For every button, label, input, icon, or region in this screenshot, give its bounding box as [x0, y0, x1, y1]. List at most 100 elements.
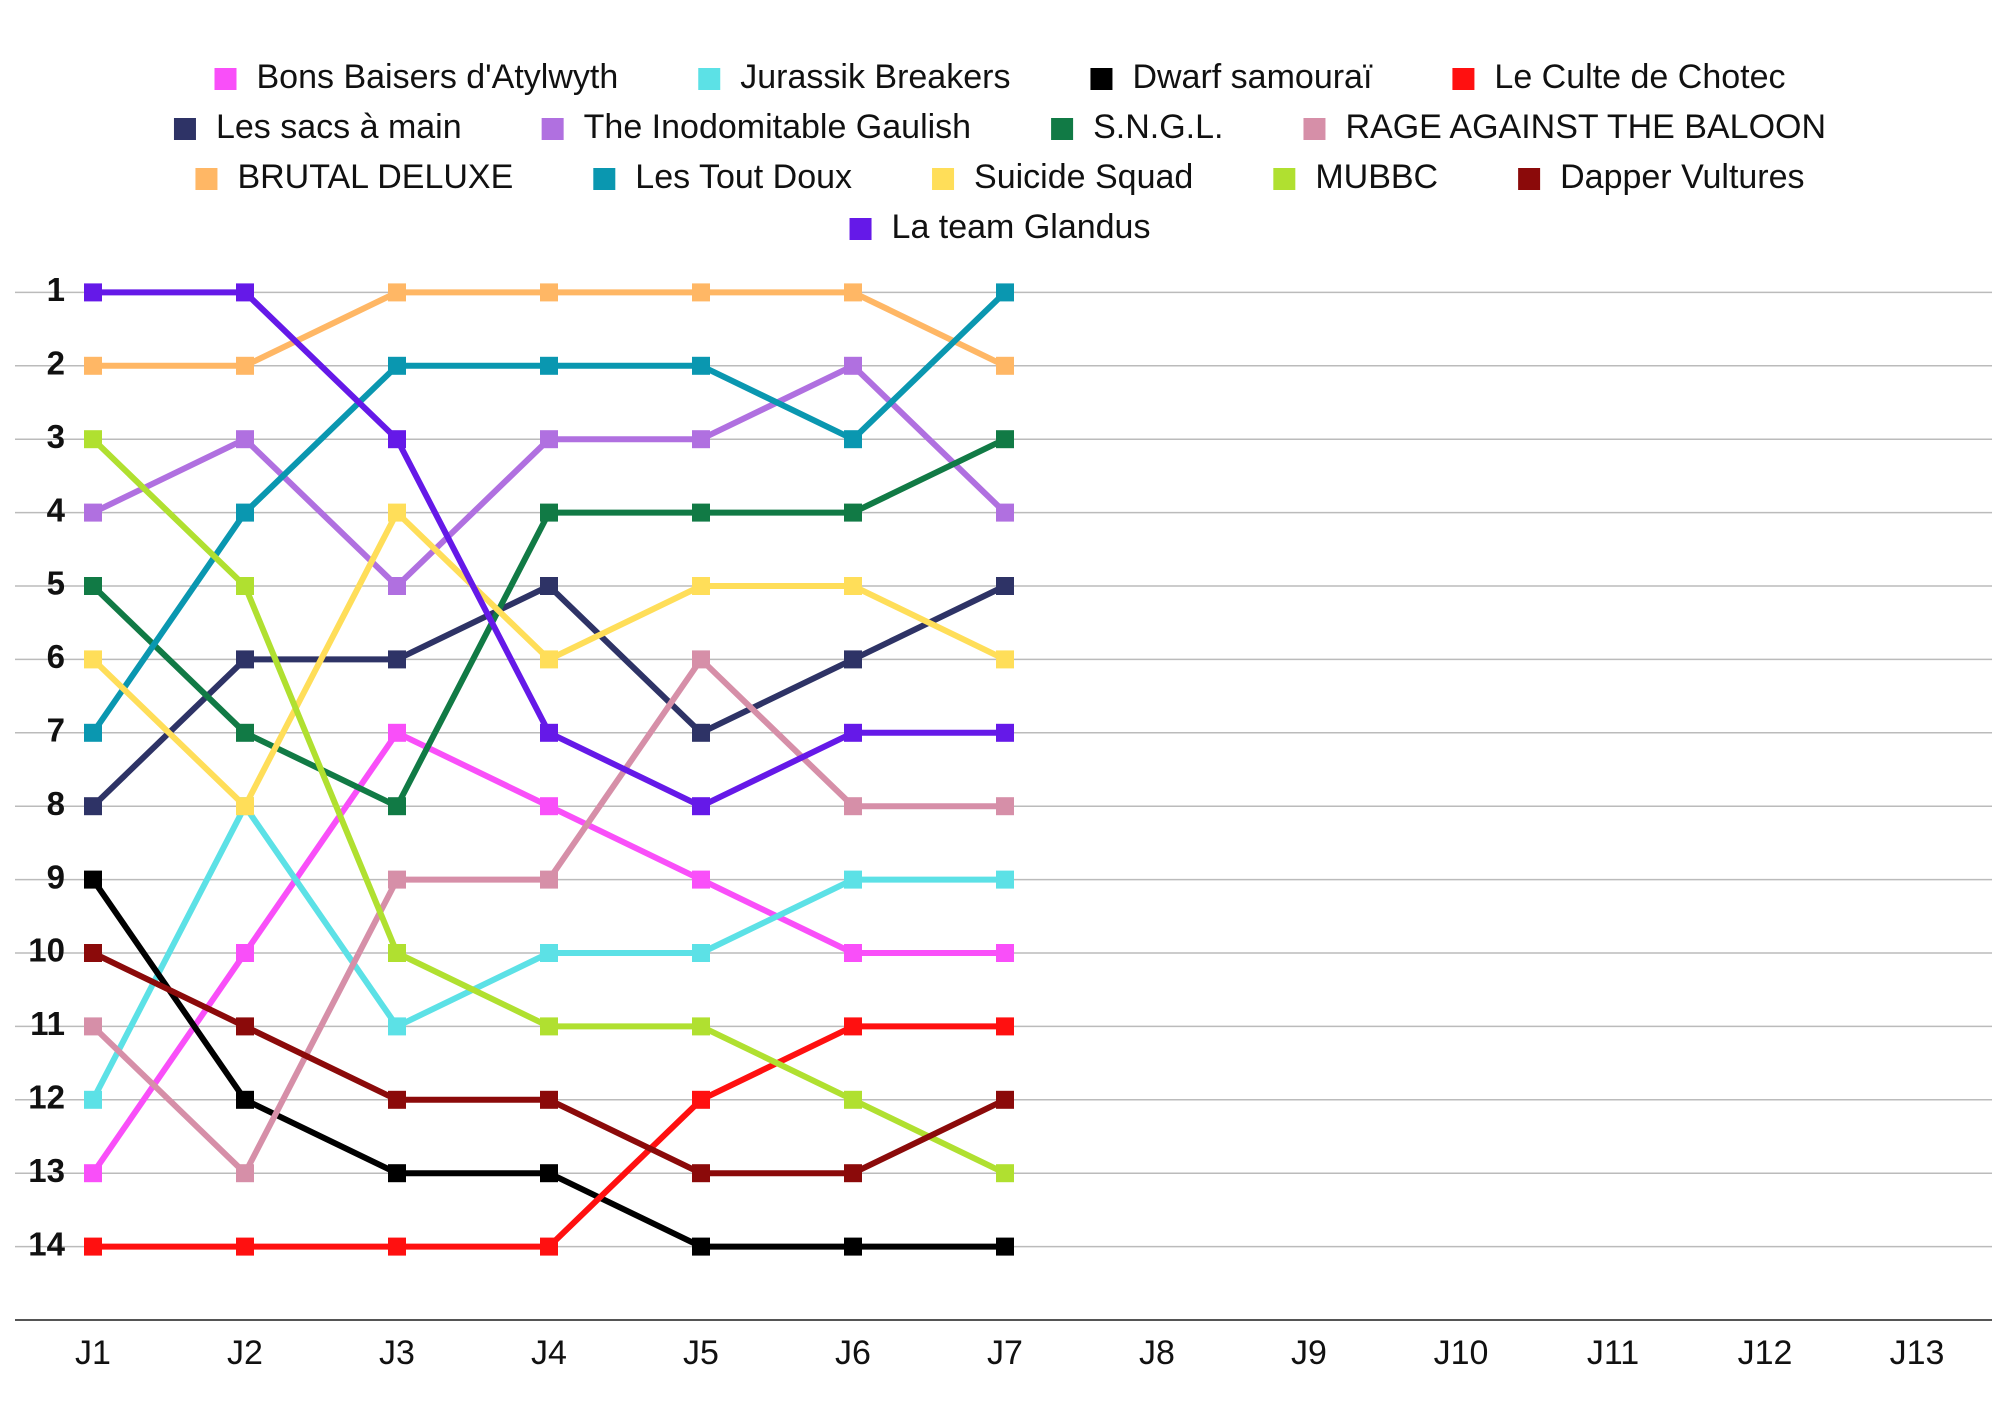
point	[692, 797, 710, 816]
legend-item: Bons Baisers d'Atylwyth	[214, 58, 618, 96]
y-tick-label: 11	[30, 1005, 65, 1042]
legend-item: Le Culte de Chotec	[1452, 58, 1786, 96]
point	[84, 430, 102, 449]
point	[844, 356, 862, 375]
series-line	[90, 877, 1005, 1250]
point	[844, 944, 862, 962]
point	[692, 356, 710, 375]
series-line	[93, 1023, 1005, 1250]
point	[692, 1164, 710, 1183]
point	[996, 1237, 1014, 1256]
y-tick-label: 10	[28, 932, 65, 969]
point	[84, 577, 102, 595]
point	[844, 1090, 862, 1109]
point	[236, 430, 254, 449]
point	[388, 283, 406, 302]
point	[540, 577, 558, 595]
legend-label: Le Culte de Chotec	[1494, 58, 1785, 96]
point	[540, 1017, 558, 1036]
point	[84, 723, 102, 742]
point	[996, 430, 1014, 449]
y-tick-label: 1	[47, 271, 65, 308]
y-tick-label: 4	[47, 491, 66, 528]
legend-swatch	[932, 168, 955, 190]
legend-swatch	[1303, 118, 1326, 140]
point	[692, 723, 710, 742]
point	[388, 797, 406, 816]
point	[84, 356, 102, 375]
point	[844, 723, 862, 742]
point	[540, 1090, 558, 1109]
point	[84, 870, 102, 889]
point	[844, 430, 862, 449]
point	[692, 870, 710, 889]
legend-swatch	[1051, 118, 1074, 140]
point	[236, 283, 254, 302]
point	[540, 650, 558, 669]
y-tick-label: 12	[28, 1079, 65, 1116]
y-tick-label: 14	[28, 1225, 65, 1262]
x-tick-label: J1	[75, 1334, 111, 1372]
point	[844, 1237, 862, 1256]
point	[540, 797, 558, 816]
legend-swatch	[541, 118, 564, 140]
x-tick-label: J7	[987, 1334, 1023, 1372]
point	[844, 577, 862, 595]
point	[844, 503, 862, 522]
point	[388, 870, 406, 889]
point	[84, 1090, 102, 1109]
legend-swatch	[1273, 168, 1296, 190]
legend-item: The Inodomitable Gaulish	[541, 108, 971, 146]
point	[692, 430, 710, 449]
point	[692, 1017, 710, 1036]
series-line	[91, 362, 1008, 589]
legend-label: Dwarf samouraï	[1132, 58, 1373, 96]
point	[692, 283, 710, 302]
x-tick-label: J5	[683, 1334, 719, 1372]
legend-label: S.N.G.L.	[1093, 108, 1223, 146]
point	[996, 1017, 1014, 1036]
legend-item: Dwarf samouraï	[1090, 58, 1373, 96]
legend-item: Jurassik Breakers	[698, 58, 1010, 96]
point	[844, 1164, 862, 1183]
x-tick-label: J9	[1291, 1334, 1327, 1372]
point	[996, 356, 1014, 375]
x-tick-label: J6	[835, 1334, 871, 1372]
y-tick-label: 3	[47, 418, 65, 455]
point	[236, 356, 254, 375]
legend-item: Les Tout Doux	[593, 158, 852, 196]
point	[236, 503, 254, 522]
point	[84, 1237, 102, 1256]
legend-swatch	[1452, 68, 1475, 90]
y-tick-label: 5	[47, 565, 65, 602]
point	[388, 944, 406, 962]
series-line	[91, 950, 1007, 1177]
point	[996, 503, 1014, 522]
point	[84, 797, 102, 816]
legend-swatch	[214, 68, 237, 90]
point	[84, 1164, 102, 1183]
point	[996, 1164, 1014, 1183]
legend-label: Suicide Squad	[974, 158, 1193, 196]
point	[236, 577, 254, 595]
point	[236, 1237, 254, 1256]
point	[236, 1164, 254, 1183]
point	[388, 650, 406, 669]
point	[844, 650, 862, 669]
point	[388, 1164, 406, 1183]
legend-label: BRUTAL DELUXE	[237, 158, 513, 196]
legend-swatch	[173, 118, 196, 140]
legend-swatch	[593, 168, 616, 190]
legend-item: La team Glandus	[849, 208, 1150, 246]
point	[692, 577, 710, 595]
point	[540, 283, 558, 302]
point	[84, 503, 102, 522]
x-tick-label: J10	[1434, 1334, 1489, 1372]
legend-label: Les Tout Doux	[635, 158, 852, 196]
legend-swatch	[698, 68, 721, 90]
point	[540, 503, 558, 522]
point	[540, 430, 558, 449]
point	[996, 650, 1014, 669]
legend-label: Dapper Vultures	[1560, 158, 1804, 196]
